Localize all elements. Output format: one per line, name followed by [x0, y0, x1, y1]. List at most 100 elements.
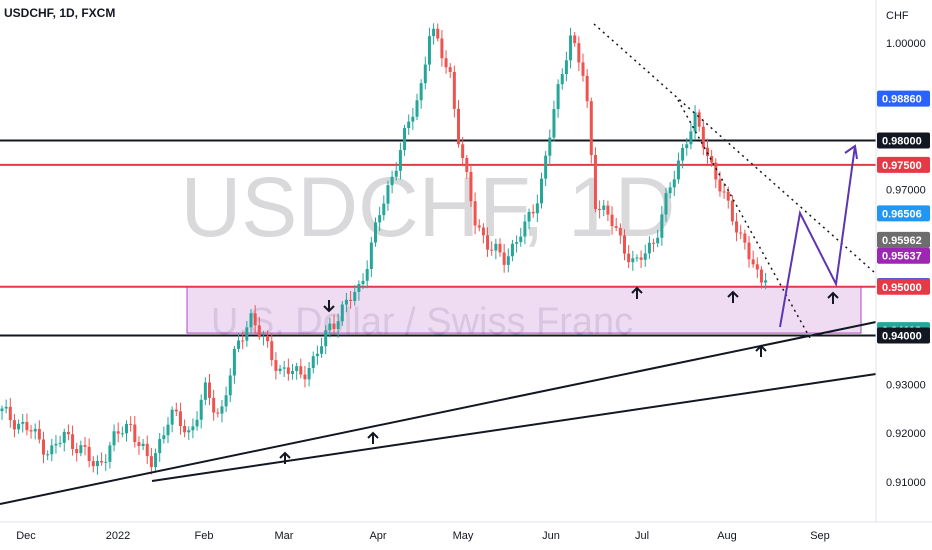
candle-body	[278, 368, 282, 371]
time-tick-label: 2022	[106, 530, 130, 542]
up-arrow-icon	[279, 451, 291, 464]
candle-body	[145, 443, 149, 457]
candle-body	[245, 327, 249, 341]
price-badge	[877, 327, 930, 344]
candle-body	[461, 144, 465, 159]
candle-body	[237, 340, 241, 349]
price-tick-label: 1.00000	[886, 38, 926, 50]
candle-body	[21, 422, 25, 424]
candle-body	[407, 121, 411, 129]
candle-body	[369, 242, 373, 269]
candle-body	[154, 453, 158, 468]
time-tick-label: Aug	[717, 530, 737, 542]
candle-body	[120, 433, 124, 435]
candle-body	[490, 249, 494, 251]
candle-body	[498, 243, 502, 253]
candle-body	[25, 422, 29, 431]
candle-body	[664, 193, 668, 215]
price-badge-label: 0.98000	[882, 136, 922, 148]
candle-body	[91, 461, 95, 467]
candle-body	[502, 252, 506, 265]
price-badge	[877, 205, 930, 222]
candle-body	[697, 112, 701, 127]
candle-body	[71, 434, 75, 449]
candle-body	[486, 235, 490, 250]
candle-body	[465, 158, 469, 172]
time-tick-label: Mar	[275, 530, 294, 542]
time-tick-label: Sep	[810, 530, 830, 542]
candle-body	[12, 420, 16, 430]
candle-body	[104, 461, 108, 463]
candle-body	[353, 291, 357, 301]
price-badge	[877, 247, 930, 264]
time-axis[interactable]: Dec 2022 Feb Mar Apr May Jun Jul Aug Sep	[16, 530, 830, 542]
candle-body	[519, 236, 523, 243]
candle-body	[469, 171, 473, 202]
candle-body	[158, 439, 162, 454]
price-tick-label: 0.92000	[886, 428, 926, 440]
candle-body	[137, 442, 141, 447]
candle-body	[759, 269, 763, 283]
candle-body	[29, 430, 33, 432]
candle-body	[224, 395, 228, 407]
rising-lower-support-line[interactable]	[151, 373, 877, 482]
candle-body	[452, 71, 456, 109]
candle-body	[714, 162, 718, 180]
candle-body	[589, 101, 593, 156]
watermark-symbol: USDCHF, 1D	[181, 160, 676, 254]
candle-body	[627, 253, 631, 263]
candle-body	[378, 215, 382, 223]
candle-body	[386, 185, 390, 204]
candle-body	[510, 243, 514, 257]
candle-body	[311, 356, 315, 369]
candle-body	[286, 367, 290, 374]
projection-path[interactable]	[779, 145, 856, 328]
candle-body	[8, 406, 12, 421]
candle-body	[203, 382, 207, 400]
candle-body	[212, 397, 216, 413]
candle-body	[564, 60, 568, 75]
candle-body	[125, 423, 128, 434]
candle-body	[87, 446, 91, 462]
candle-body	[726, 191, 730, 201]
candle-body	[523, 221, 527, 237]
falling-resistance-dotted-line[interactable]	[593, 23, 875, 273]
price-tick-label: 0.91000	[886, 477, 926, 489]
candle-body	[83, 445, 87, 447]
candle-body	[303, 374, 307, 380]
candle-body	[170, 409, 174, 425]
candle-body	[183, 425, 187, 433]
candle-body	[66, 431, 70, 435]
candle-body	[635, 257, 639, 259]
candle-body	[457, 108, 460, 145]
price-badge	[877, 231, 930, 248]
candle-body	[764, 280, 768, 283]
candle-body	[427, 36, 431, 65]
candle-body	[652, 242, 656, 244]
candle-body	[374, 222, 377, 243]
candle-body	[174, 409, 178, 412]
price-badge	[877, 156, 930, 173]
candle-body	[423, 64, 427, 84]
candle-body	[187, 430, 191, 433]
candle-body	[349, 299, 353, 301]
horizontal-levels	[0, 139, 876, 337]
rising-support-line[interactable]	[0, 321, 877, 505]
candle-body	[747, 242, 751, 260]
candle-body	[598, 209, 602, 211]
candle-body	[365, 268, 369, 281]
candle-body	[440, 38, 444, 59]
candle-body	[710, 156, 714, 163]
candle-body	[436, 28, 440, 39]
signal-arrows	[279, 286, 839, 464]
candle-body	[676, 160, 680, 180]
candle-body	[75, 448, 79, 454]
time-tick-label: Feb	[195, 530, 214, 542]
price-badge-label: 0.95962	[882, 235, 922, 247]
candle-body	[631, 258, 635, 263]
price-badge-label: 0.95637	[882, 251, 922, 263]
candle-body	[249, 313, 253, 328]
candle-body	[585, 75, 589, 102]
candle-body	[481, 227, 485, 236]
